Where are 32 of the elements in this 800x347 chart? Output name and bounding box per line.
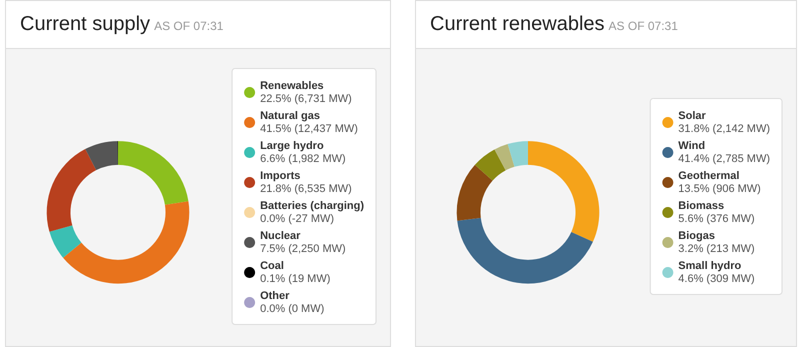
legend-label: Geothermal — [678, 170, 740, 182]
data-label: 7.5% (2,250 MW) — [260, 243, 346, 255]
data-label: 0.1% (19 MW) — [260, 273, 330, 285]
legend-label: Large hydro — [260, 140, 324, 152]
legend-label: Batteries (charging) — [260, 200, 364, 212]
legend-label: Solar — [678, 110, 707, 122]
chart-subtitle: AS OF 07:31 — [154, 19, 224, 33]
legend-label: Biogas — [678, 230, 715, 242]
data-label: 41.4% (2,785 MW) — [678, 153, 770, 165]
data-label: 6.6% (1,982 MW) — [260, 153, 346, 165]
data-label: 13.5% (906 MW) — [678, 183, 761, 195]
data-label: 21.8% (6,535 MW) — [260, 183, 352, 195]
legend-label: Biomass — [678, 200, 724, 212]
data-label: 3.2% (213 MW) — [678, 243, 755, 255]
legend-label: Other — [260, 290, 290, 302]
chart-title: Current renewables — [430, 13, 605, 35]
legend-label: Wind — [678, 140, 706, 152]
chart-subtitle: AS OF 07:31 — [608, 19, 678, 33]
data-label: 5.6% (376 MW) — [678, 213, 755, 225]
data-label: 41.5% (12,437 MW) — [260, 123, 358, 135]
legend-label: Nuclear — [260, 230, 302, 242]
legend-label: Imports — [260, 170, 300, 182]
chart-title: Current supply — [20, 13, 150, 35]
data-label: 4.6% (309 MW) — [678, 273, 755, 285]
legend-label: Renewables — [260, 80, 324, 92]
legend-label: Small hydro — [678, 260, 742, 272]
legend-label: Natural gas — [260, 110, 320, 122]
text: 0.0% (-27 MW) — [260, 213, 334, 225]
data-label: 22.5% (6,731 MW) — [260, 93, 352, 105]
text: 0.0% (0 MW) — [260, 303, 324, 315]
data-label: 31.8% (2,142 MW) — [678, 123, 770, 135]
legend-label: Coal — [260, 260, 284, 272]
